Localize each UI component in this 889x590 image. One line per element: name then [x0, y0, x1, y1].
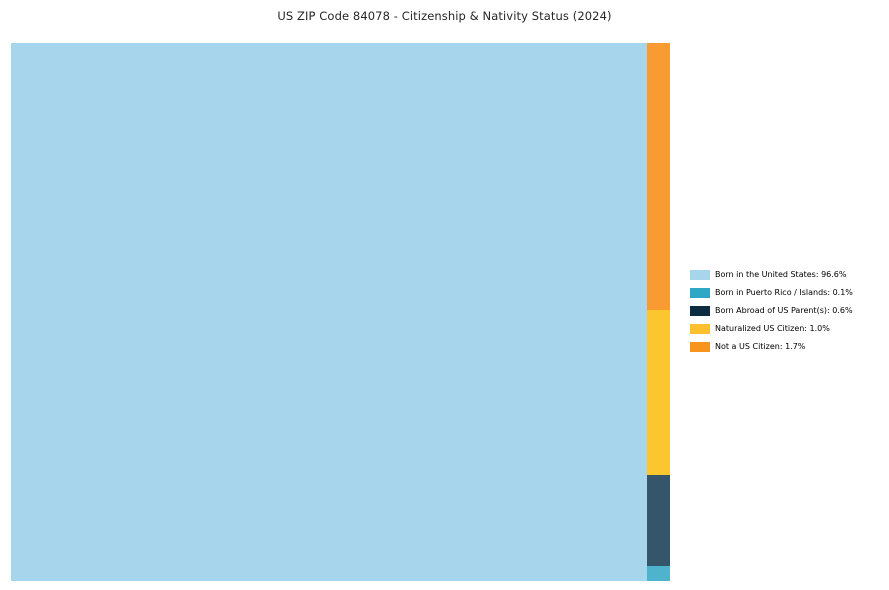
legend-item[interactable]: Born in the United States: 96.6% [690, 266, 885, 284]
legend-swatch-icon [690, 288, 710, 298]
legend-label: Born in Puerto Rico / Islands: 0.1% [715, 288, 853, 297]
chart-title: US ZIP Code 84078 - Citizenship & Nativi… [277, 9, 612, 23]
legend-label: Born in the United States: 96.6% [715, 270, 847, 279]
treemap-plot-area [11, 43, 670, 581]
legend-item[interactable]: Born Abroad of US Parent(s): 0.6% [690, 302, 885, 320]
legend-swatch-icon [690, 342, 710, 352]
treemap-rect-naturalized-us-citizen[interactable] [647, 310, 670, 475]
legend-label: Not a US Citizen: 1.7% [715, 342, 806, 351]
legend-label: Naturalized US Citizen: 1.0% [715, 324, 830, 333]
legend-swatch-icon [690, 270, 710, 280]
legend-label: Born Abroad of US Parent(s): 0.6% [715, 306, 853, 315]
legend-item[interactable]: Born in Puerto Rico / Islands: 0.1% [690, 284, 885, 302]
legend-item[interactable]: Naturalized US Citizen: 1.0% [690, 320, 885, 338]
legend-item[interactable]: Not a US Citizen: 1.7% [690, 338, 885, 356]
treemap-rect-born-in-puerto-rico[interactable] [647, 566, 670, 581]
treemap-rect-born-in-the-united-states[interactable] [11, 43, 647, 581]
treemap-rect-not-a-us-citizen[interactable] [647, 43, 670, 310]
legend-swatch-icon [690, 324, 710, 334]
legend-swatch-icon [690, 306, 710, 316]
treemap-rect-born-abroad-of-us-parents[interactable] [647, 475, 670, 566]
chart-legend: Born in the United States: 96.6% Born in … [690, 266, 885, 356]
